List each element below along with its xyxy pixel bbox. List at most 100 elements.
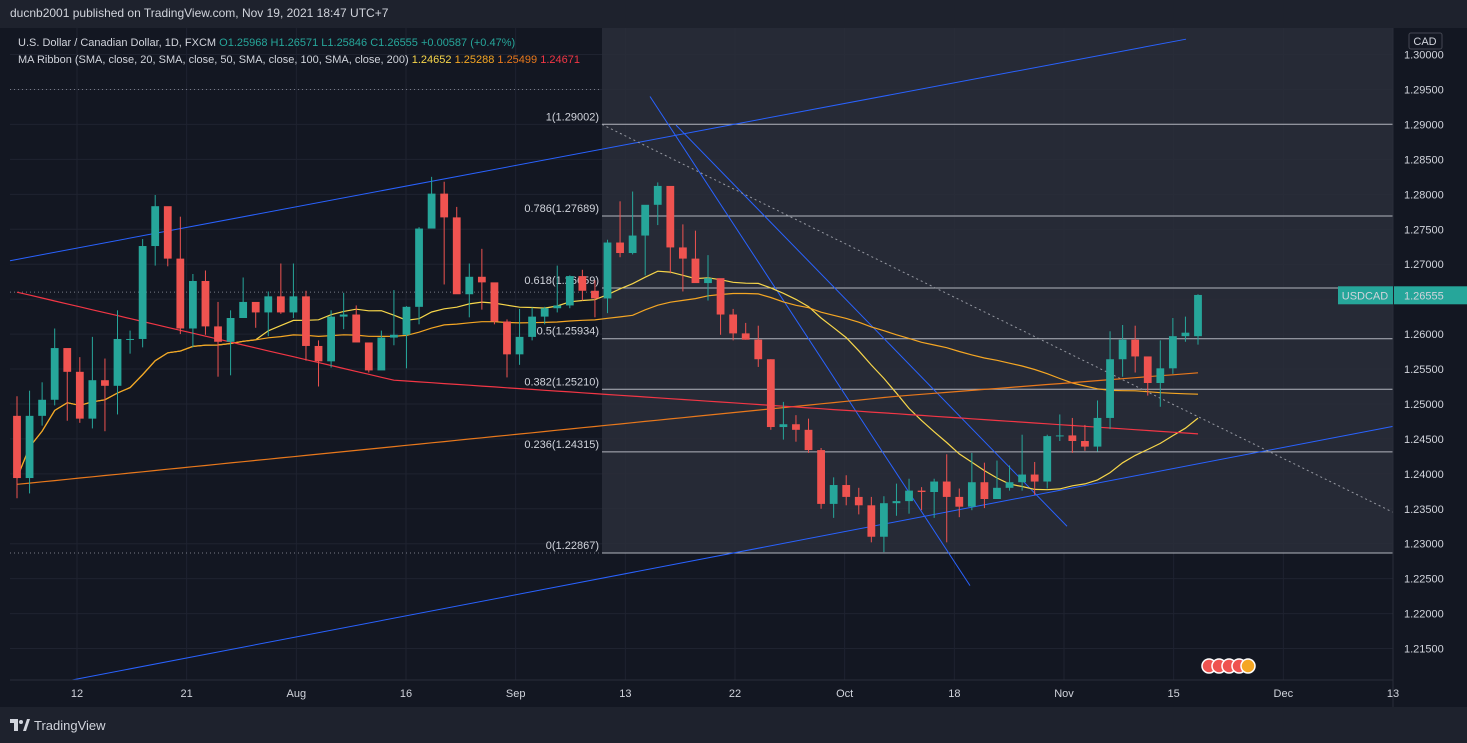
time-tick-label: Dec <box>1274 688 1294 700</box>
candle-body <box>503 321 511 355</box>
tradingview-logo-icon <box>10 719 30 731</box>
candle <box>1005 465 1014 491</box>
candle-body <box>955 496 964 507</box>
candle <box>327 310 335 368</box>
candle-body <box>289 296 298 313</box>
candle <box>415 227 423 325</box>
candle-body <box>1030 474 1039 482</box>
candle <box>402 306 411 369</box>
time-axis: 12 21 Aug 16 Sep 13 22 Oct 18 Nov 15 Dec 13 <box>10 679 1399 700</box>
candle-body <box>792 424 800 430</box>
candle-body <box>151 206 160 247</box>
candle <box>13 396 21 499</box>
candle <box>578 269 587 301</box>
candle <box>126 330 134 354</box>
ma-value-20: 1.24652 <box>411 54 452 66</box>
ma-value-100: 1.25499 <box>497 54 538 66</box>
ohlc-values: O1.25968 H1.26571 L1.25846 C1.26555 +0.0… <box>219 37 516 49</box>
published-info: ducnb2001 published on TradingView.com, … <box>10 6 389 20</box>
time-tick-label: 12 <box>71 688 83 700</box>
candle-body <box>967 482 976 507</box>
candle-body <box>1106 359 1114 418</box>
candle <box>1194 294 1202 345</box>
candle <box>1068 417 1077 453</box>
candle <box>151 195 160 266</box>
candle-body <box>452 217 461 295</box>
candle <box>993 460 1001 500</box>
ma-value-200: 1.24671 <box>540 54 580 66</box>
symbol-name[interactable]: U.S. Dollar / Canadian Dollar, 1D, FXCM <box>18 37 217 49</box>
candle <box>364 342 373 373</box>
candle <box>591 280 599 318</box>
candle <box>691 230 700 284</box>
candle <box>653 182 662 226</box>
candle-body <box>38 399 47 416</box>
price-chart[interactable]: 1(1.29002) 0.786(1.27689) 0.618(1.26659) 0.… <box>0 28 1467 707</box>
candle-body <box>616 242 624 254</box>
candle <box>1055 414 1064 442</box>
candle-body <box>704 278 712 284</box>
candle-body <box>75 371 84 419</box>
candle <box>666 185 675 274</box>
candle <box>1106 331 1114 430</box>
ma100-line <box>16 372 1199 485</box>
event-flag-icon <box>1240 658 1256 674</box>
candle-body <box>729 314 738 334</box>
candle <box>201 270 210 335</box>
time-tick-label: 22 <box>729 688 741 700</box>
price-tick-label: 1.21500 <box>1404 644 1444 656</box>
candle-body <box>716 278 725 315</box>
candle <box>729 308 738 341</box>
candle-body <box>415 228 423 307</box>
candle-body <box>766 359 775 428</box>
time-tick-label: Sep <box>506 688 526 700</box>
candle <box>352 305 361 343</box>
candle <box>842 475 851 506</box>
candle-body <box>540 308 549 317</box>
candle <box>1030 461 1039 495</box>
candle-body <box>1194 294 1202 337</box>
candle-body <box>13 415 21 479</box>
candle-body <box>880 503 888 537</box>
candle <box>427 176 436 229</box>
candle <box>528 307 537 341</box>
candle-body <box>854 496 863 506</box>
candle-body <box>653 185 662 205</box>
candle <box>314 340 323 387</box>
candle <box>678 224 687 292</box>
last-price-badge <box>1394 286 1467 305</box>
candle <box>942 454 951 543</box>
candle-body <box>628 235 637 254</box>
candle-body <box>553 305 562 309</box>
candle-body <box>528 316 537 337</box>
candles <box>13 176 1202 553</box>
candle <box>1118 324 1127 377</box>
candle <box>176 216 185 335</box>
candle <box>214 301 222 377</box>
candle-body <box>327 316 335 362</box>
candle-body <box>1081 441 1089 447</box>
time-tick-label: 13 <box>1387 688 1399 700</box>
symbol-tag <box>1338 286 1393 305</box>
candle-body <box>101 380 109 386</box>
tradingview-logo[interactable]: TradingView <box>10 717 106 733</box>
fib-level-label: 0(1.22867) <box>546 540 599 552</box>
currency-box <box>1408 32 1443 50</box>
candle-body <box>917 490 926 493</box>
currency-label: CAD <box>1413 36 1436 48</box>
candle-body <box>402 306 411 335</box>
candle <box>101 358 109 432</box>
candle-body <box>980 482 989 500</box>
trend-line-upper <box>9 38 1187 262</box>
price-tick-label: 1.29500 <box>1404 84 1444 96</box>
price-tick-label: 1.28000 <box>1404 189 1444 201</box>
candle-body <box>339 314 348 317</box>
price-axis-bg <box>1393 28 1467 707</box>
candle <box>113 310 122 415</box>
event-flags <box>1201 658 1256 674</box>
candle <box>967 452 976 511</box>
price-tick-label: 1.22000 <box>1404 609 1444 621</box>
ma-ribbon-label[interactable]: MA Ribbon (SMA, close, 20, SMA, close, 5… <box>18 54 409 66</box>
candle-body <box>490 282 499 322</box>
candle-body <box>1118 339 1127 360</box>
